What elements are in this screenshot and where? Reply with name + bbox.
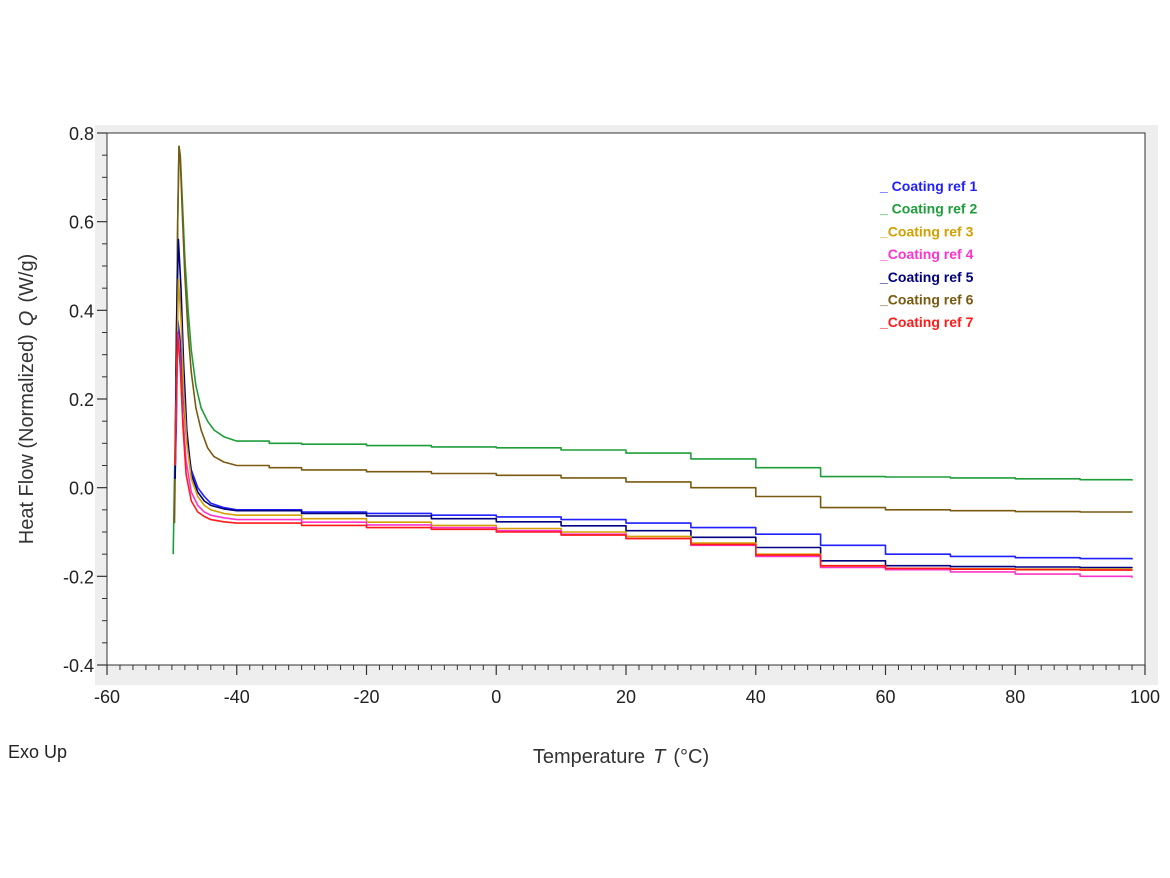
plot-area: [106, 132, 1146, 666]
x-tick-label: 20: [616, 687, 636, 707]
y-tick-label: 0.2: [69, 390, 94, 410]
y-tick-label: 0.0: [69, 479, 94, 499]
y-tick-label: 0.6: [69, 213, 94, 233]
series-line: [174, 318, 1133, 560]
y-axis-title: Heat Flow (Normalized)Q(W/g): [16, 254, 38, 545]
axis-layer: -60 -40 -20 0 20 40 60 80 100 0.8 0.6 0.4 0.2 0.0 -0.2…: [63, 124, 1160, 707]
legend-entry: _Coating ref 6: [879, 292, 974, 308]
x-tick-label: 100: [1130, 687, 1160, 707]
legend-entry: _Coating ref 5: [879, 269, 974, 285]
y-tick-label: 0.8: [69, 124, 94, 144]
x-tick-label: -40: [224, 687, 250, 707]
x-axis-title: Temperature T (°C): [533, 746, 709, 768]
x-tick-label: 0: [491, 687, 501, 707]
series-line: [174, 238, 1133, 569]
legend-entry: _Coating ref 7: [879, 314, 974, 330]
x-tick-label: 60: [875, 687, 895, 707]
series-line: [174, 331, 1133, 571]
x-tick-label: -20: [353, 687, 379, 707]
exo-up-note: Exo Up: [8, 742, 67, 762]
y-tick-label: -0.4: [63, 656, 94, 676]
series-line: [173, 145, 1133, 524]
series-line: [172, 145, 1133, 555]
x-tick-label: 80: [1005, 687, 1025, 707]
series-layer: [172, 145, 1133, 578]
series-line: [174, 336, 1133, 578]
legend-entry: _Coating ref 3: [879, 223, 974, 239]
x-tick-label: -60: [94, 687, 120, 707]
x-tick-label: 40: [746, 687, 766, 707]
legend: _ Coating ref 1 _ Coating ref 2 _Coating r…: [879, 178, 977, 330]
y-tick-label: 0.4: [69, 301, 94, 321]
y-tick-label: -0.2: [63, 567, 94, 587]
legend-entry: _ Coating ref 1: [879, 178, 977, 194]
legend-entry: _ Coating ref 2: [879, 201, 977, 217]
legend-entry: _Coating ref 4: [879, 246, 974, 262]
